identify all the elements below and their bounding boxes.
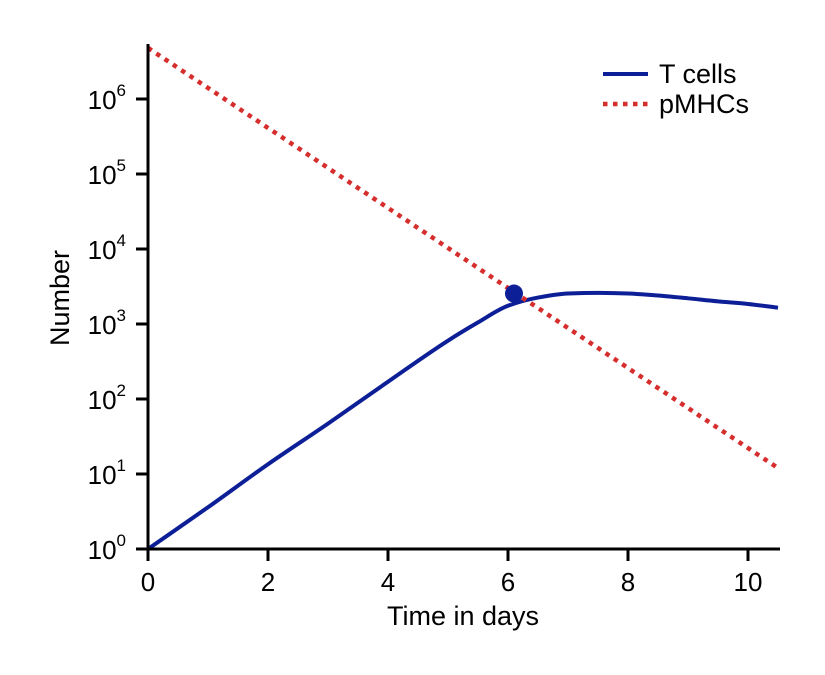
y-tick-label: 106: [88, 81, 126, 115]
x-tick-label: 0: [141, 567, 155, 597]
intersection-marker: [505, 284, 523, 303]
y-tick-base: 10: [88, 85, 117, 115]
series-layer: [146, 46, 780, 551]
y-tick-base: 10: [88, 235, 117, 265]
x-tick-label: 6: [501, 567, 515, 597]
axes-layer: [146, 44, 780, 551]
y-tick-label: 100: [88, 531, 126, 565]
y-tick-exponent: 3: [117, 306, 126, 325]
x-tick-label: 2: [261, 567, 275, 597]
y-tick-label: 103: [88, 306, 126, 340]
series-line-t-cells: [146, 290, 779, 551]
y-tick-base: 10: [88, 310, 117, 340]
legend-label-t-cells: T cells: [659, 59, 737, 89]
y-tick-base: 10: [88, 385, 117, 415]
y-tick-exponent: 5: [117, 156, 126, 175]
y-axis-label: Number: [45, 250, 75, 346]
y-tick-label: 102: [88, 381, 126, 415]
y-tick-label: 105: [88, 156, 126, 190]
legend-label-pmhcs: pMHCs: [659, 89, 749, 119]
y-tick-exponent: 1: [117, 456, 126, 475]
y-tick-exponent: 6: [117, 81, 126, 100]
y-tick-base: 10: [88, 160, 117, 190]
y-tick-base: 10: [88, 460, 117, 490]
y-tick-exponent: 0: [117, 531, 126, 550]
x-tick-label: 8: [621, 567, 635, 597]
y-tick-exponent: 2: [117, 381, 126, 400]
y-tick-base: 10: [88, 535, 117, 565]
y-tick-label: 101: [88, 456, 126, 490]
x-tick-label: 4: [381, 567, 395, 597]
x-axis-label: Time in days: [387, 601, 539, 631]
x-tick-label: 10: [734, 567, 763, 597]
y-tick-exponent: 4: [117, 231, 126, 250]
y-tick-label: 104: [88, 231, 126, 265]
series-line-pmhcs: [146, 46, 780, 470]
